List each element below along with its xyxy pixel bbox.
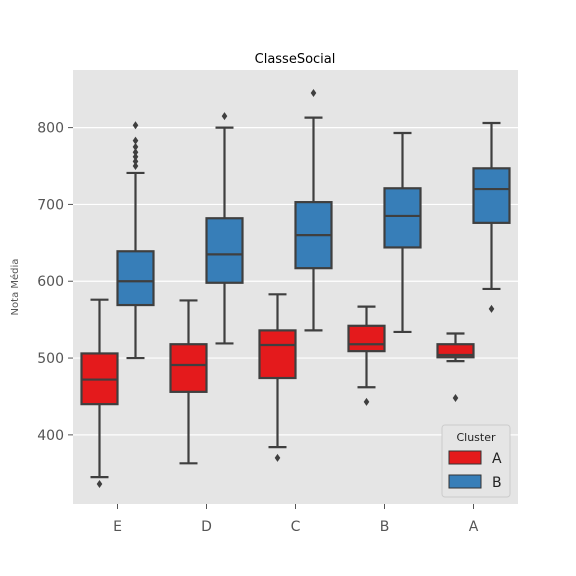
box-A-E bbox=[80, 298, 119, 489]
box-iqr bbox=[347, 324, 386, 353]
box-B-E bbox=[116, 121, 155, 360]
box-B-D bbox=[205, 112, 244, 345]
y-tick-label: 700 bbox=[37, 197, 64, 213]
y-tick-label: 600 bbox=[37, 274, 64, 290]
outlier-point bbox=[221, 112, 228, 121]
outlier-point bbox=[132, 121, 139, 130]
box-iqr bbox=[383, 187, 422, 249]
box-iqr bbox=[258, 329, 297, 380]
outlier-point bbox=[452, 393, 459, 402]
outlier-point bbox=[132, 148, 139, 157]
outlier-point bbox=[96, 480, 103, 489]
outlier-point bbox=[363, 397, 370, 406]
outlier-point bbox=[488, 304, 495, 313]
legend-swatch-b bbox=[448, 474, 482, 489]
outlier-point bbox=[310, 89, 317, 98]
boxes-layer bbox=[80, 89, 511, 489]
box-B-B bbox=[383, 131, 422, 334]
box-A-A bbox=[436, 332, 475, 402]
legend: Cluster A B bbox=[441, 424, 511, 498]
box-B-C bbox=[294, 89, 333, 332]
y-tick-label: 500 bbox=[37, 351, 64, 367]
outlier-point bbox=[132, 142, 139, 151]
y-tick-label: 400 bbox=[37, 428, 64, 444]
x-tick-label: D bbox=[201, 519, 212, 535]
outlier-point bbox=[274, 453, 281, 462]
legend-title: Cluster bbox=[456, 431, 496, 444]
outlier-point bbox=[132, 152, 139, 161]
box-iqr bbox=[169, 343, 208, 393]
outlier-point bbox=[132, 157, 139, 166]
y-axis-ticks: 400 500 600 700 800 bbox=[37, 121, 73, 444]
box-iqr bbox=[116, 250, 155, 307]
x-tick-label: A bbox=[469, 519, 479, 535]
legend-swatch-a bbox=[448, 450, 482, 465]
chart-title: ClasseSocial bbox=[255, 52, 336, 67]
x-tick-label: B bbox=[380, 519, 390, 535]
x-tick-label: E bbox=[113, 519, 122, 535]
box-iqr bbox=[205, 217, 244, 284]
box-A-D bbox=[169, 299, 208, 465]
box-A-B bbox=[347, 305, 386, 406]
y-axis-label: Nota Média bbox=[9, 259, 21, 316]
box-A-C bbox=[258, 293, 297, 462]
outlier-point bbox=[132, 162, 139, 171]
box-iqr bbox=[472, 167, 511, 224]
box-B-A bbox=[472, 121, 511, 313]
x-tick-label: C bbox=[291, 519, 301, 535]
legend-label-b: B bbox=[492, 475, 502, 491]
legend-label-a: A bbox=[492, 451, 502, 467]
outlier-point bbox=[132, 136, 139, 145]
y-tick-label: 800 bbox=[37, 121, 64, 137]
